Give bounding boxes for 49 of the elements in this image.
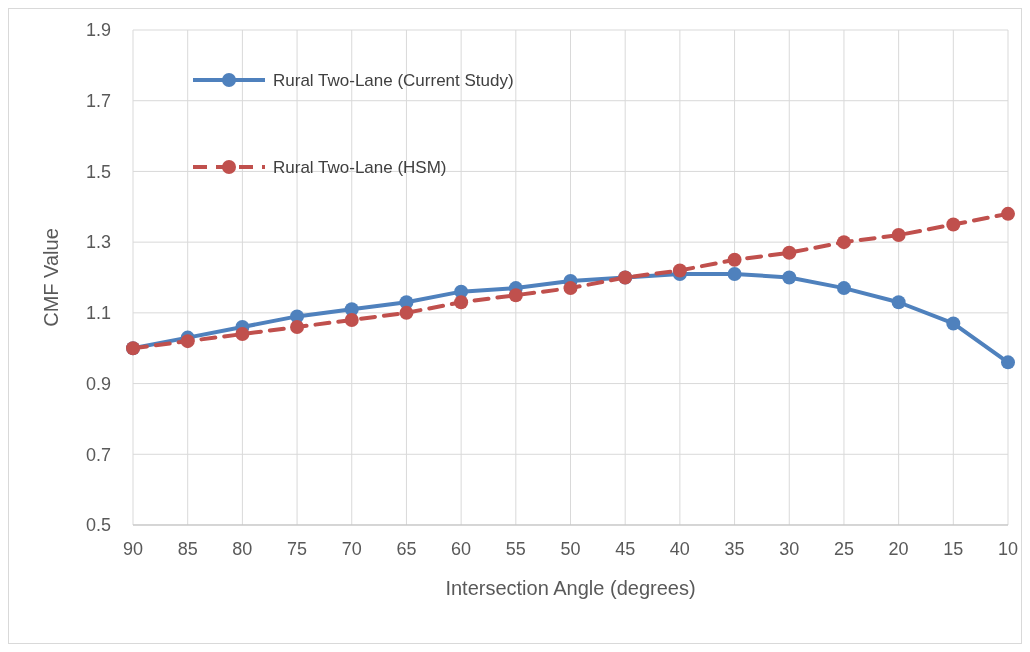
point: [454, 295, 469, 310]
x-tick-label: 55: [505, 539, 526, 559]
x-tick-label: 60: [451, 539, 472, 559]
x-tick-label: 35: [724, 539, 745, 559]
x-tick-label: 15: [943, 539, 964, 559]
point: [727, 266, 742, 281]
legend-label: Rural Two-Lane (Current Study): [273, 70, 514, 90]
y-axis-title: CMF Value: [40, 228, 62, 327]
point: [891, 228, 906, 243]
x-tick-label: 90: [122, 539, 144, 559]
y-tick-label: 0.5: [85, 515, 111, 536]
x-tick-label: 10: [997, 539, 1019, 559]
point: [836, 281, 851, 296]
point: [727, 252, 742, 267]
point: [946, 217, 961, 232]
x-tick-label: 75: [287, 539, 308, 559]
x-tick-label: 30: [779, 539, 800, 559]
point: [782, 245, 797, 260]
point: [836, 235, 851, 250]
point: [508, 288, 523, 303]
x-tick-label: 45: [615, 539, 636, 559]
point: [563, 281, 578, 296]
point: [180, 334, 195, 349]
y-tick-label: 1.3: [85, 232, 111, 253]
x-tick-label: 85: [177, 539, 198, 559]
x-tick-label: 40: [669, 539, 690, 559]
x-tick-label: 65: [396, 539, 417, 559]
y-tick-label: 1.9: [85, 20, 111, 41]
y-tick-label: 1.1: [85, 303, 111, 324]
x-tick-label: 70: [341, 539, 362, 559]
point: [399, 305, 414, 320]
y-tick-label: 0.9: [85, 373, 111, 394]
x-axis-title: Intersection Angle (degrees): [445, 577, 696, 599]
point: [1001, 206, 1015, 221]
point: [235, 327, 250, 342]
legend-label: Rural Two-Lane (HSM): [273, 157, 447, 177]
y-tick-label: 1.7: [85, 91, 111, 112]
point: [891, 295, 906, 310]
x-tick-label: 50: [560, 539, 581, 559]
x-tick-label: 25: [833, 539, 854, 559]
y-tick-label: 0.7: [85, 444, 111, 465]
x-tick-label: 80: [232, 539, 253, 559]
point: [290, 320, 305, 334]
y-tick-label: 1.5: [85, 161, 111, 182]
point: [344, 312, 359, 327]
x-tick-label: 20: [888, 539, 909, 559]
point: [782, 270, 797, 285]
point: [946, 316, 961, 331]
point: [1001, 355, 1015, 370]
